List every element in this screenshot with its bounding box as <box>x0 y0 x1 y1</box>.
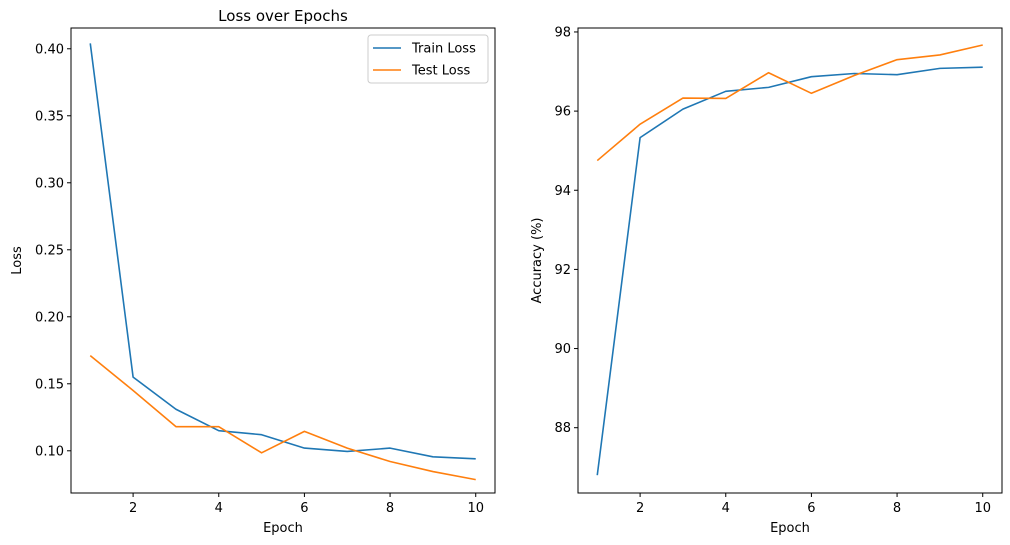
accuracy-ticks: 2 4 6 8 10 88 90 92 94 96 98 <box>554 25 991 516</box>
accuracy-y-tick-label: 92 <box>554 263 571 278</box>
accuracy-x-tick-label: 8 <box>893 501 901 516</box>
loss-x-tick-label: 2 <box>129 501 137 516</box>
accuracy-y-tick-label: 98 <box>554 25 571 40</box>
loss-chart: 2 4 6 8 10 0.10 0.15 0.20 0.25 0.30 0.35 0.40 Loss … <box>10 7 496 536</box>
loss-y-tick-label: 0.35 <box>35 109 64 124</box>
legend-label-test-loss: Test Loss <box>411 64 470 79</box>
accuracy-x-tick-label: 6 <box>807 501 815 516</box>
accuracy-series-layer <box>596 44 983 476</box>
legend-frame <box>367 34 489 84</box>
loss-x-tick-label: 10 <box>467 501 484 516</box>
loss-y-tick-label: 0.15 <box>35 377 64 392</box>
loss-x-axis-label: Epoch <box>263 521 303 536</box>
loss-y-tick-label: 0.10 <box>35 444 64 459</box>
accuracy-y-tick-label: 88 <box>554 421 571 436</box>
loss-x-tick-label: 4 <box>215 501 223 516</box>
accuracy-axes-frame <box>577 27 1003 494</box>
loss-y-tick-label: 0.40 <box>35 42 64 57</box>
loss-y-tick-label: 0.30 <box>35 176 64 191</box>
accuracy-y-axis-label: Accuracy (%) <box>530 218 545 304</box>
accuracy-x-tick-label: 2 <box>636 501 644 516</box>
accuracy-series-line-train <box>596 66 983 476</box>
loss-series-layer <box>89 43 476 481</box>
accuracy-x-tick-label: 10 <box>974 501 991 516</box>
accuracy-chart: 2 4 6 8 10 88 90 92 94 96 98 Epoch Accuracy (%) <box>530 25 1003 536</box>
loss-ticks: 2 4 6 8 10 0.10 0.15 0.20 0.25 0.30 0.35 0.40 <box>35 42 484 516</box>
accuracy-series-line-test <box>596 44 983 162</box>
loss-x-tick-label: 8 <box>386 501 394 516</box>
accuracy-y-tick-label: 90 <box>554 342 571 357</box>
loss-chart-title: Loss over Epochs <box>218 7 348 25</box>
loss-axes-frame <box>70 27 496 494</box>
legend-label-train-loss: Train Loss <box>411 42 476 57</box>
loss-legend: Train Loss Test Loss <box>367 34 489 84</box>
loss-x-tick-label: 6 <box>300 501 308 516</box>
accuracy-x-tick-label: 4 <box>722 501 730 516</box>
accuracy-x-axis-label: Epoch <box>770 521 810 536</box>
loss-y-tick-label: 0.25 <box>35 243 64 258</box>
accuracy-y-tick-label: 96 <box>554 105 571 120</box>
loss-y-axis-label: Loss <box>10 246 25 275</box>
loss-y-tick-label: 0.20 <box>35 310 64 325</box>
loss-series-line-test <box>89 355 476 481</box>
accuracy-y-tick-label: 94 <box>554 184 571 199</box>
